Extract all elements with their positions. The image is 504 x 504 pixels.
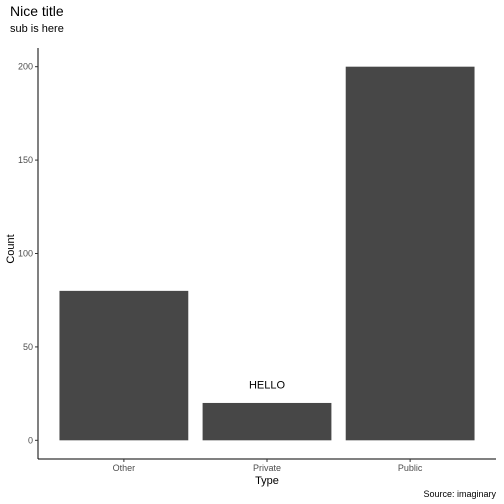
annotation-label: HELLO	[249, 379, 286, 391]
bar-public	[346, 67, 475, 441]
bar-other	[59, 291, 188, 440]
x-tick-label-public: Public	[398, 463, 423, 473]
annotations-group: HELLO	[249, 379, 286, 391]
y-axis-label: Count	[5, 234, 17, 263]
chart-caption: Source: imaginary	[423, 489, 496, 499]
y-tick-label: 50	[23, 342, 33, 352]
y-tick-label: 100	[18, 249, 33, 259]
y-ticks-group: 0 50 100 150 200	[18, 62, 38, 446]
chart-title: Nice title	[10, 3, 64, 19]
x-axis-label: Type	[255, 475, 279, 487]
y-tick-label: 150	[18, 155, 33, 165]
y-tick-label: 200	[18, 62, 33, 72]
chart-subtitle: sub is here	[10, 23, 64, 35]
bar-private	[203, 403, 332, 440]
x-tick-label-other: Other	[113, 463, 136, 473]
x-ticks-group: Other Private Public	[113, 459, 423, 473]
y-tick-label: 0	[28, 435, 33, 445]
x-tick-label-private: Private	[253, 463, 281, 473]
